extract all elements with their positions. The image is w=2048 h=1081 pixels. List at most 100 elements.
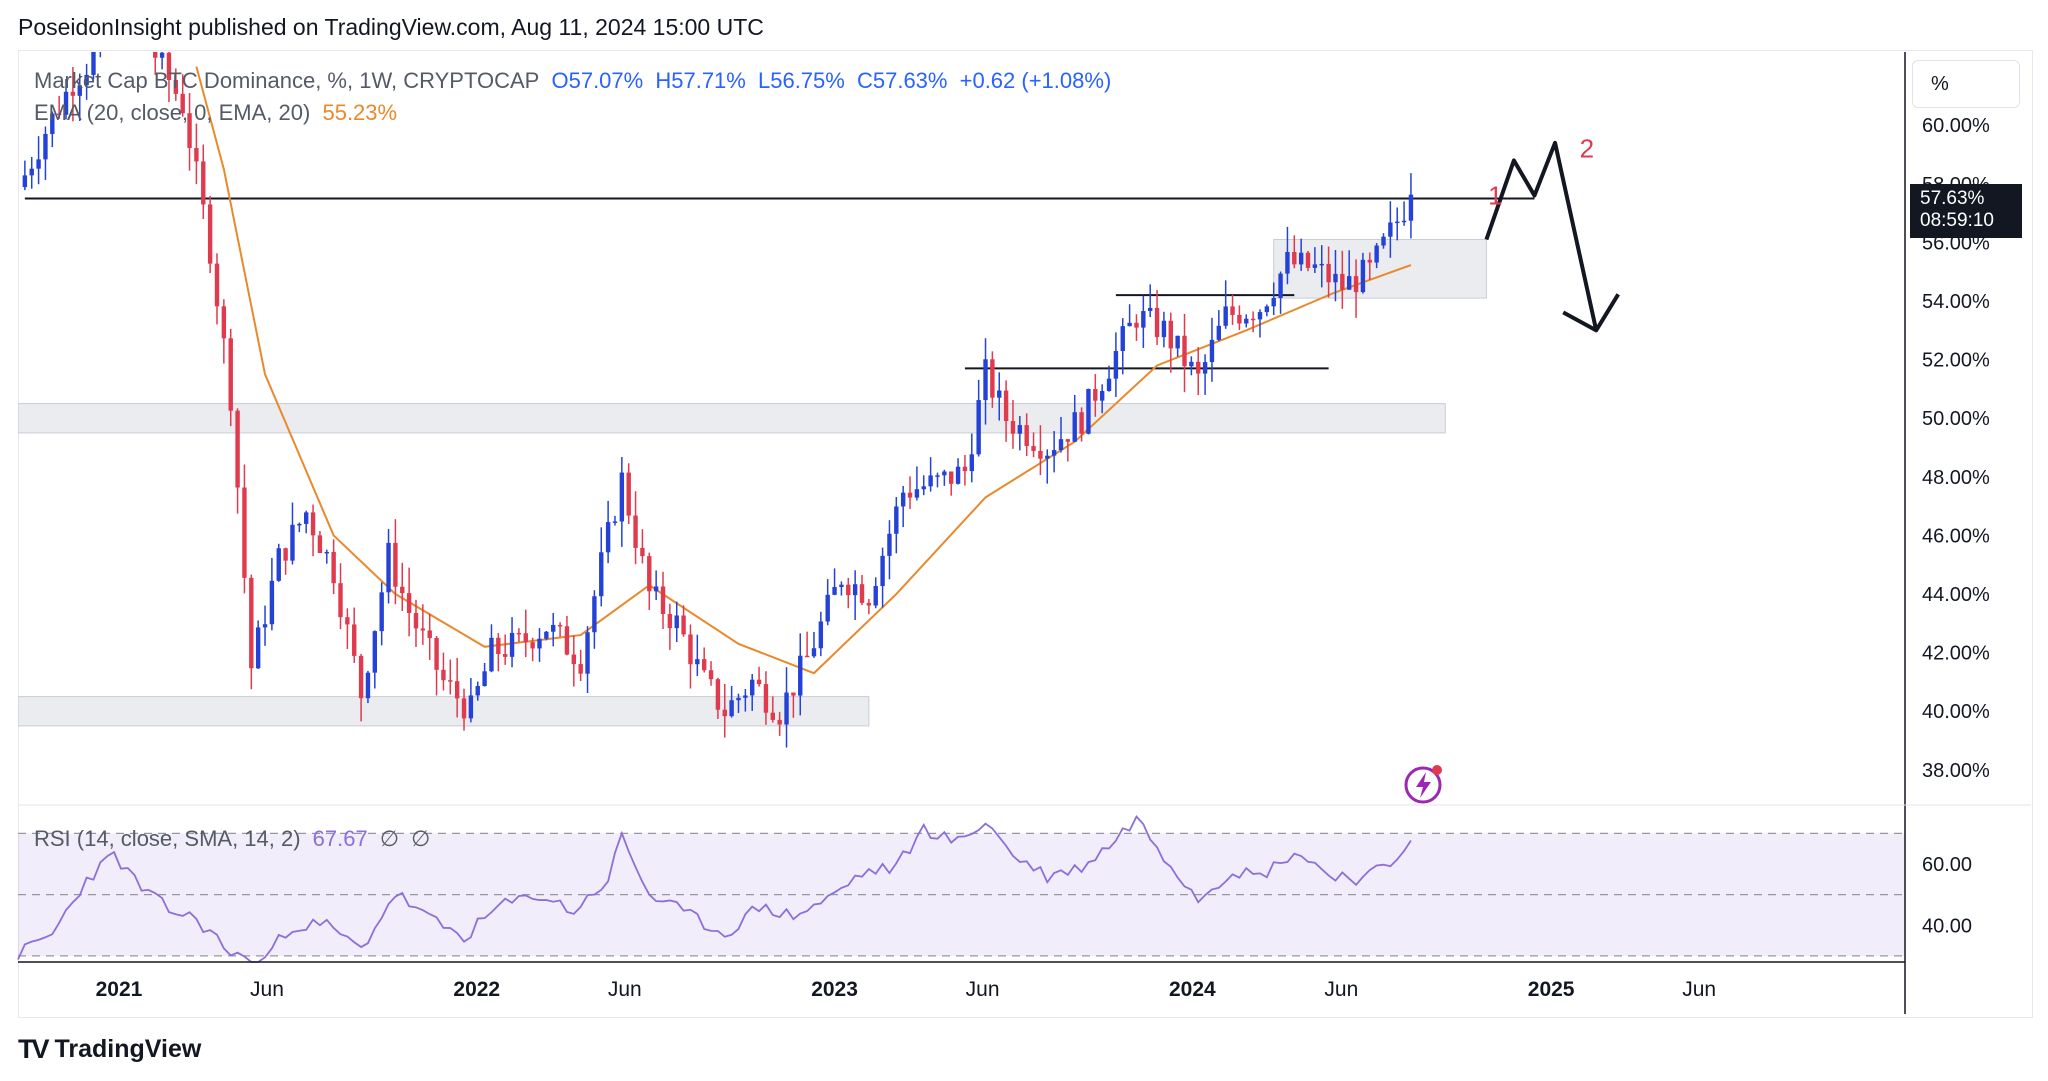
candle-body [1319, 263, 1324, 266]
candle [1017, 416, 1023, 451]
candle-body [1244, 318, 1249, 324]
candle [1120, 318, 1125, 375]
candle-body [516, 632, 522, 635]
rsi-tick-label: 60.00 [1922, 854, 1972, 876]
candle-body [1148, 307, 1153, 312]
lightning-icon[interactable] [1402, 762, 1446, 806]
candle [1285, 226, 1290, 285]
candle-body [70, 91, 76, 96]
ema-legend[interactable]: EMA (20, close, 0, EMA, 20) 55.23% [34, 100, 403, 126]
candle [1264, 304, 1270, 317]
candle-body [832, 587, 837, 595]
ohlc-change: +0.62 (+1.08%) [959, 68, 1112, 93]
candle-body [1017, 425, 1023, 434]
candle-body [166, 52, 172, 80]
candle-body [400, 586, 405, 594]
symbol-legend[interactable]: Market Cap BTC Dominance, %, 1W, CRYPTOC… [34, 68, 1117, 94]
candle-body [1010, 421, 1016, 434]
published-on-text: published on TradingView.com, Aug 11, 20… [188, 14, 764, 40]
candle [358, 653, 364, 722]
candle-body [997, 390, 1002, 398]
percent-scale-label: % [1931, 72, 1949, 95]
candle [1161, 311, 1167, 348]
candle [846, 577, 851, 609]
publisher-name[interactable]: PoseidonInsight [18, 14, 182, 40]
candle-body [1003, 390, 1009, 422]
support-zone [18, 403, 1446, 434]
chart-frame [18, 50, 2033, 1018]
candle [99, 52, 102, 58]
candle [997, 372, 1002, 421]
candle-body [887, 533, 892, 556]
candle [153, 52, 158, 75]
candle-body [942, 471, 947, 476]
candle [859, 574, 865, 606]
candle [804, 631, 810, 658]
candle [571, 635, 577, 687]
candle-body [935, 475, 940, 477]
candle [599, 527, 604, 607]
candle-body [750, 679, 755, 696]
candle [1250, 311, 1256, 333]
candle-body [949, 471, 954, 484]
candle-body [1216, 325, 1222, 340]
candle [626, 463, 631, 525]
candle [894, 497, 899, 554]
percent-scale-button[interactable]: % [1912, 60, 2020, 108]
candle [1367, 252, 1372, 281]
candle [537, 628, 542, 662]
candle-body [1271, 297, 1276, 307]
time-tick-label: Jun [608, 978, 642, 1001]
candle-body [770, 712, 775, 720]
candle [1237, 305, 1242, 331]
candle [1148, 284, 1153, 318]
candle-body [56, 113, 62, 116]
candle-body [358, 655, 364, 699]
projection-arrowhead [1562, 293, 1620, 333]
candle-body [235, 410, 240, 488]
rsi-legend[interactable]: RSI (14, close, SMA, 14, 2) 67.67 ∅ ∅ [34, 826, 436, 852]
ema-label: EMA (20, close, 0, EMA, 20) [34, 100, 311, 125]
candle [1271, 282, 1276, 315]
candle [255, 620, 261, 669]
candle [1209, 317, 1215, 382]
candle [386, 528, 391, 604]
candle [1257, 309, 1263, 338]
candle [146, 0, 150, 13]
candle-body [578, 664, 583, 674]
candle-body [1182, 335, 1187, 367]
candle-body [43, 133, 48, 160]
candle [592, 590, 597, 649]
candle [784, 667, 789, 748]
candle-body [352, 624, 357, 656]
candle [36, 136, 41, 185]
candle [681, 605, 686, 637]
candle-body [1045, 455, 1050, 459]
candle [914, 466, 920, 501]
candle-body [1175, 335, 1180, 349]
candle-body [557, 624, 563, 627]
last-price-value: 57.63% [1920, 188, 1985, 209]
candle [1106, 365, 1112, 392]
candle-body [1401, 220, 1407, 223]
candle [791, 692, 796, 718]
candle [1340, 250, 1345, 309]
ema-value: 55.23% [322, 100, 398, 125]
candle [695, 634, 700, 677]
candle [1374, 242, 1379, 269]
candle-body [63, 91, 69, 115]
candle [1141, 295, 1146, 348]
candle-body [619, 472, 625, 522]
candle [1038, 425, 1043, 476]
price-tick-label: 44.00% [1922, 584, 1990, 606]
candle [56, 95, 62, 119]
candle-body [605, 522, 611, 553]
rsi-label: RSI (14, close, SMA, 14, 2) [34, 826, 301, 851]
candle-body [509, 632, 515, 657]
candle-body [406, 593, 412, 613]
candle-body [461, 698, 467, 719]
candle-body [537, 638, 542, 649]
tradingview-logo[interactable]: TV TradingView [18, 1034, 201, 1065]
candle-body [303, 512, 309, 524]
